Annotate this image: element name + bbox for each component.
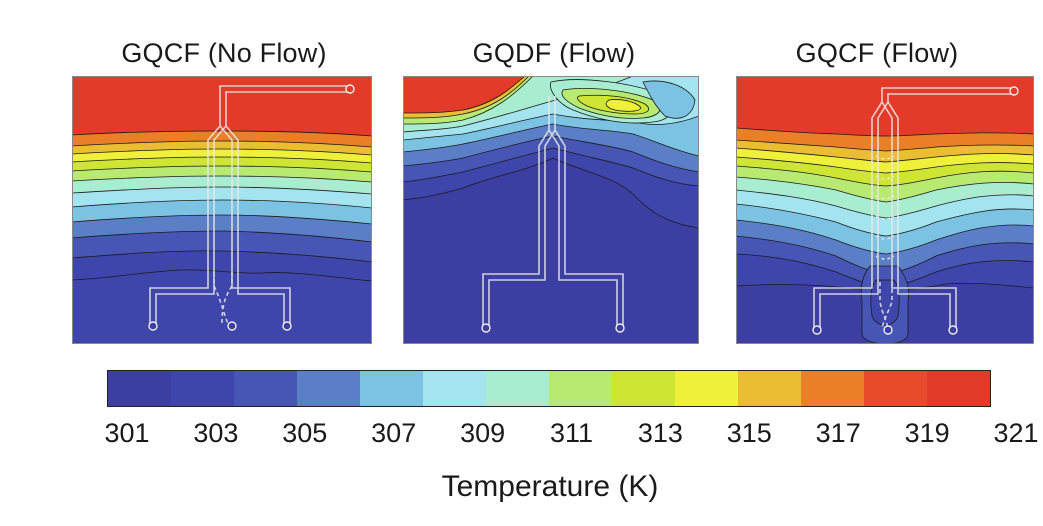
colorbar-band [360, 371, 423, 406]
colorbar-tick-label: 305 [282, 418, 328, 448]
colorbar-tick-label: 307 [371, 418, 417, 448]
temperature-map-gqcf-flow [736, 76, 1034, 344]
colorbar-band [486, 371, 549, 406]
colorbar-tick-label: 315 [726, 418, 772, 448]
colorbar-band [297, 371, 360, 406]
colorbar-band [927, 371, 990, 406]
colorbar-band [549, 371, 612, 406]
colorbar-tick-label: 319 [904, 418, 950, 448]
colorbar-tick-label: 313 [637, 418, 683, 448]
colorbar-band [234, 371, 297, 406]
colorbar-band [675, 371, 738, 406]
panel-title-gqcf-no-flow: GQCF (No Flow) [121, 38, 327, 68]
colorbar-tick-label: 317 [815, 418, 861, 448]
colorbar-axis-label: Temperature (K) [441, 470, 659, 503]
temperature-map-gqcf-no-flow [72, 76, 372, 344]
colorbar-tick-label: 301 [104, 418, 150, 448]
colorbar-tick-label: 303 [193, 418, 239, 448]
colorbar-band [738, 371, 801, 406]
colorbar-band [108, 371, 171, 406]
colorbar-band [612, 371, 675, 406]
colorbar-tick-label: 311 [549, 418, 594, 448]
colorbar-band [171, 371, 234, 406]
temperature-map-gqdf-flow [403, 76, 699, 344]
panel-title-gqdf-flow: GQDF (Flow) [472, 38, 636, 68]
panel-title-gqcf-flow: GQCF (Flow) [795, 38, 959, 68]
colorbar-tick-label: 321 [993, 418, 1039, 448]
colorbar-tick-label: 309 [460, 418, 506, 448]
temperature-colorbar [107, 370, 991, 407]
colorbar-band [801, 371, 864, 406]
colorbar-band [864, 371, 927, 406]
colorbar-band [423, 371, 486, 406]
